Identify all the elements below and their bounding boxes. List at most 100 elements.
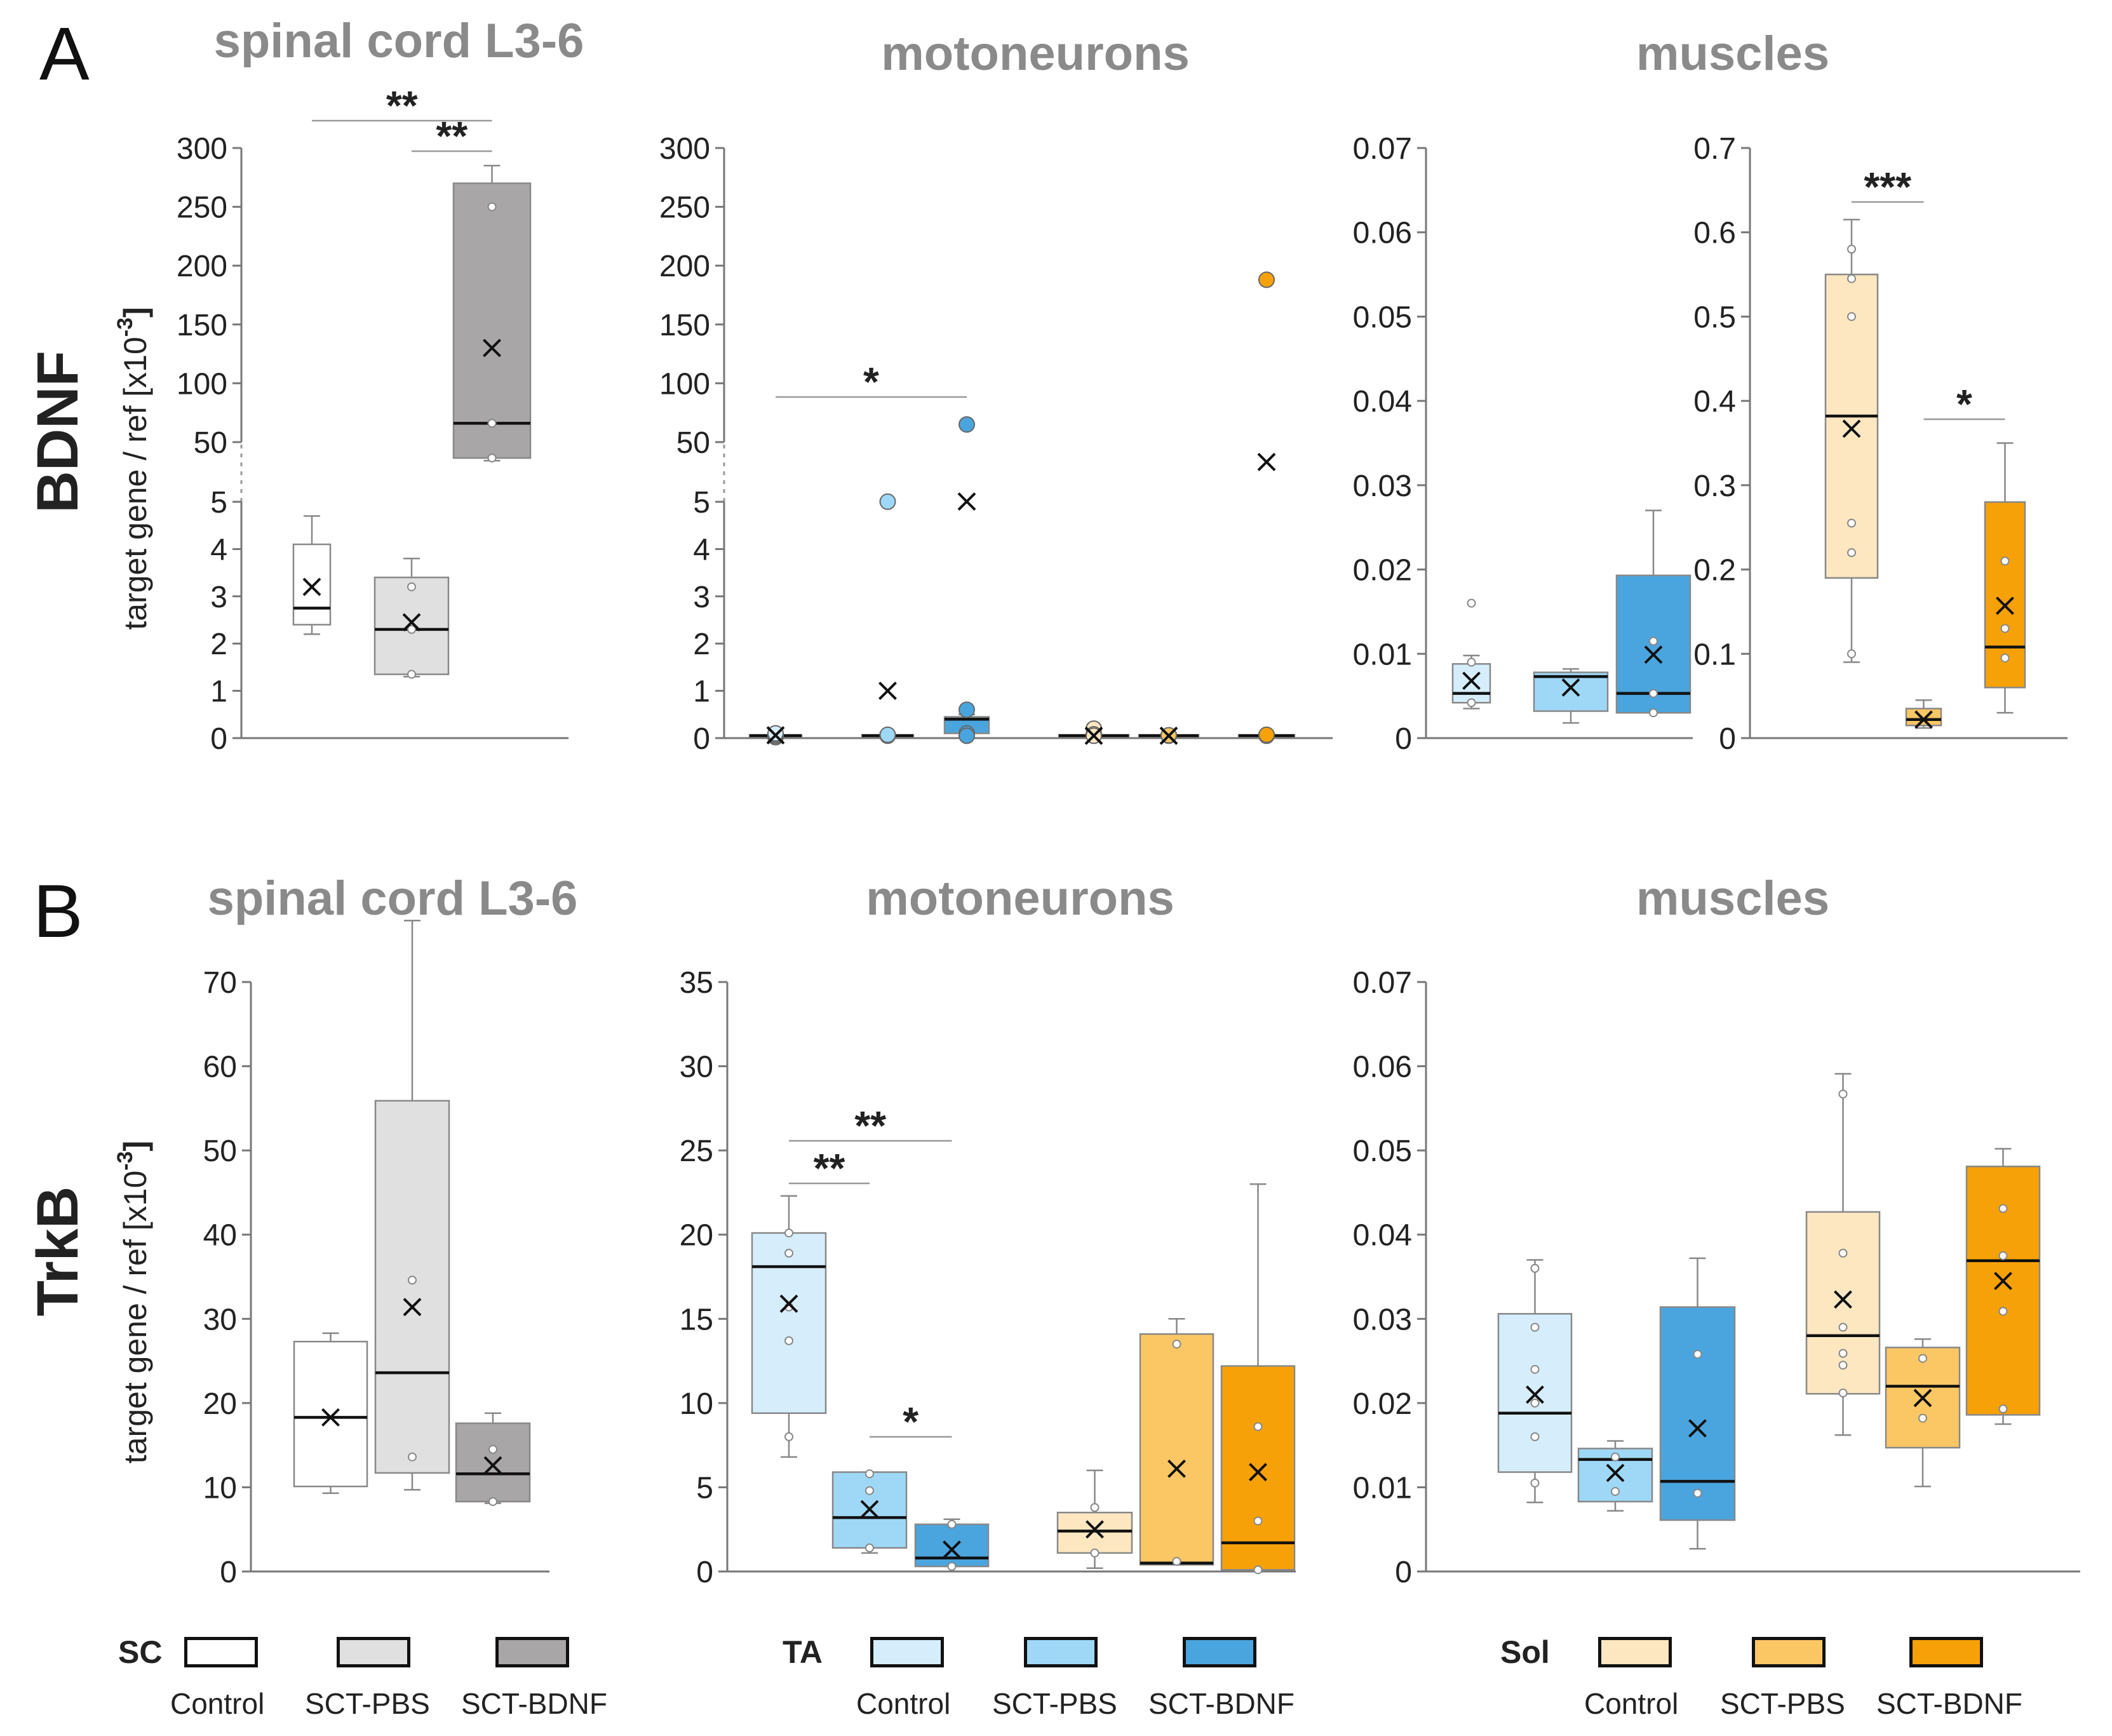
y-tick-label: 200	[659, 250, 710, 283]
mean-marker	[483, 339, 501, 358]
mean-marker	[302, 577, 321, 596]
y-tick-label: 4	[693, 533, 710, 567]
data-point	[865, 1486, 874, 1495]
data-point	[1253, 1422, 1263, 1431]
y-tick-label: 0	[220, 1556, 237, 1589]
data-point	[1530, 1322, 1540, 1332]
y-tick-label: 50	[203, 1134, 237, 1168]
y-tick-label: 0	[693, 722, 710, 756]
significance-label: **	[386, 83, 418, 128]
y-tick-label: 20	[203, 1387, 237, 1421]
legend-label-control: Control	[856, 1687, 951, 1720]
y-tick-label: 0	[696, 1556, 713, 1589]
data-point	[1530, 1263, 1540, 1273]
data-point	[1530, 1478, 1540, 1488]
y-tick-label: 200	[177, 250, 227, 283]
legend-label-sct-pbs: SCT-PBS	[305, 1687, 430, 1720]
y-axis-label-sup: -3	[113, 1152, 137, 1171]
data-point	[1847, 274, 1856, 283]
box-sct-pbs	[1139, 1333, 1214, 1566]
data-point	[1649, 636, 1658, 646]
data-point	[2000, 624, 2010, 633]
chart-title: motoneurons	[866, 871, 1174, 925]
data-point	[1611, 1452, 1620, 1462]
mean-marker	[1842, 419, 1861, 438]
data-point	[1530, 1432, 1540, 1441]
box-sct-pbs	[374, 1100, 450, 1474]
data-point	[487, 202, 497, 212]
data-point	[1998, 1404, 2008, 1414]
data-point	[407, 670, 416, 679]
y-tick-label: 250	[177, 191, 227, 225]
mean-marker	[1257, 452, 1276, 471]
significance-label: *	[863, 359, 879, 405]
mean-marker	[1084, 726, 1103, 745]
box-sct-bdnf	[452, 182, 532, 459]
box-sct-bdnf	[455, 1422, 531, 1503]
y-axis-label: target gene / ref [x10-3]	[113, 307, 153, 629]
mean-marker	[943, 1540, 961, 1559]
data-point	[947, 1562, 957, 1571]
data-point	[1253, 1565, 1263, 1575]
data-point	[1172, 1340, 1181, 1349]
y-tick-label: 0.1	[1693, 638, 1736, 671]
mean-marker	[403, 1298, 422, 1317]
y-tick-label: 0.03	[1353, 1303, 1412, 1336]
data-point	[865, 1469, 874, 1479]
data-point	[488, 1497, 497, 1506]
data-point	[1998, 1204, 2008, 1213]
legend-label-sct-bdnf: SCT-BDNF	[1148, 1687, 1295, 1720]
legend-swatch-control	[184, 1637, 258, 1667]
mean-marker	[860, 1500, 879, 1519]
data-point	[1467, 657, 1476, 667]
y-tick-label: 0.01	[1353, 1471, 1412, 1505]
data-point	[879, 726, 896, 743]
data-point	[1838, 1349, 1848, 1358]
legend-key: SC	[118, 1634, 163, 1670]
y-tick-label: 0.2	[1693, 554, 1736, 588]
chart-title: spinal cord L3-6	[208, 871, 578, 925]
legend-swatch-sct-pbs	[1024, 1637, 1098, 1667]
data-point	[2000, 556, 2010, 566]
y-tick-label: 0.6	[1693, 217, 1736, 250]
mean-marker	[483, 1456, 502, 1475]
y-axis-label: target gene / ref [x10-3]	[113, 1141, 153, 1463]
mean-marker	[1561, 678, 1580, 697]
y-tick-label: 0.07	[1353, 132, 1412, 166]
y-tick-label: 10	[680, 1387, 713, 1421]
y-tick-label: 0.7	[1693, 132, 1736, 166]
chart-title: motoneurons	[881, 27, 1190, 81]
y-tick-label: 150	[659, 309, 710, 342]
y-tick-label: 1	[210, 675, 227, 709]
data-point	[1530, 1398, 1540, 1408]
data-point	[1918, 1413, 1927, 1423]
data-point	[408, 1275, 417, 1285]
box-sct-bdnf	[1965, 1166, 2041, 1416]
chart-title: muscles	[1636, 27, 1829, 81]
mean-marker	[1644, 645, 1663, 664]
y-tick-label: 30	[203, 1303, 237, 1336]
y-tick-label: 0.3	[1693, 469, 1736, 503]
y-tick-label: 35	[680, 966, 713, 1000]
mean-marker	[1913, 1389, 1932, 1408]
data-point	[1847, 518, 1856, 528]
y-tick-label: 70	[203, 966, 237, 1000]
y-tick-label: 30	[680, 1051, 713, 1084]
y-tick-label: 15	[680, 1303, 713, 1336]
data-point	[1090, 1548, 1100, 1558]
legend-swatch-control	[870, 1637, 944, 1667]
mean-marker	[1526, 1385, 1544, 1404]
mean-marker	[766, 726, 785, 744]
data-point	[1611, 1487, 1620, 1497]
data-point	[784, 1432, 793, 1441]
y-tick-label: 0.06	[1353, 217, 1412, 250]
significance-label: *	[1956, 381, 1972, 427]
data-point	[1467, 598, 1476, 608]
y-axis-label-end: ]	[118, 307, 153, 318]
row-label-trkb: TrkB	[25, 1187, 90, 1317]
y-tick-label: 40	[203, 1219, 237, 1253]
legend-swatch-control	[1598, 1637, 1672, 1667]
y-tick-label: 0.4	[1693, 385, 1736, 419]
